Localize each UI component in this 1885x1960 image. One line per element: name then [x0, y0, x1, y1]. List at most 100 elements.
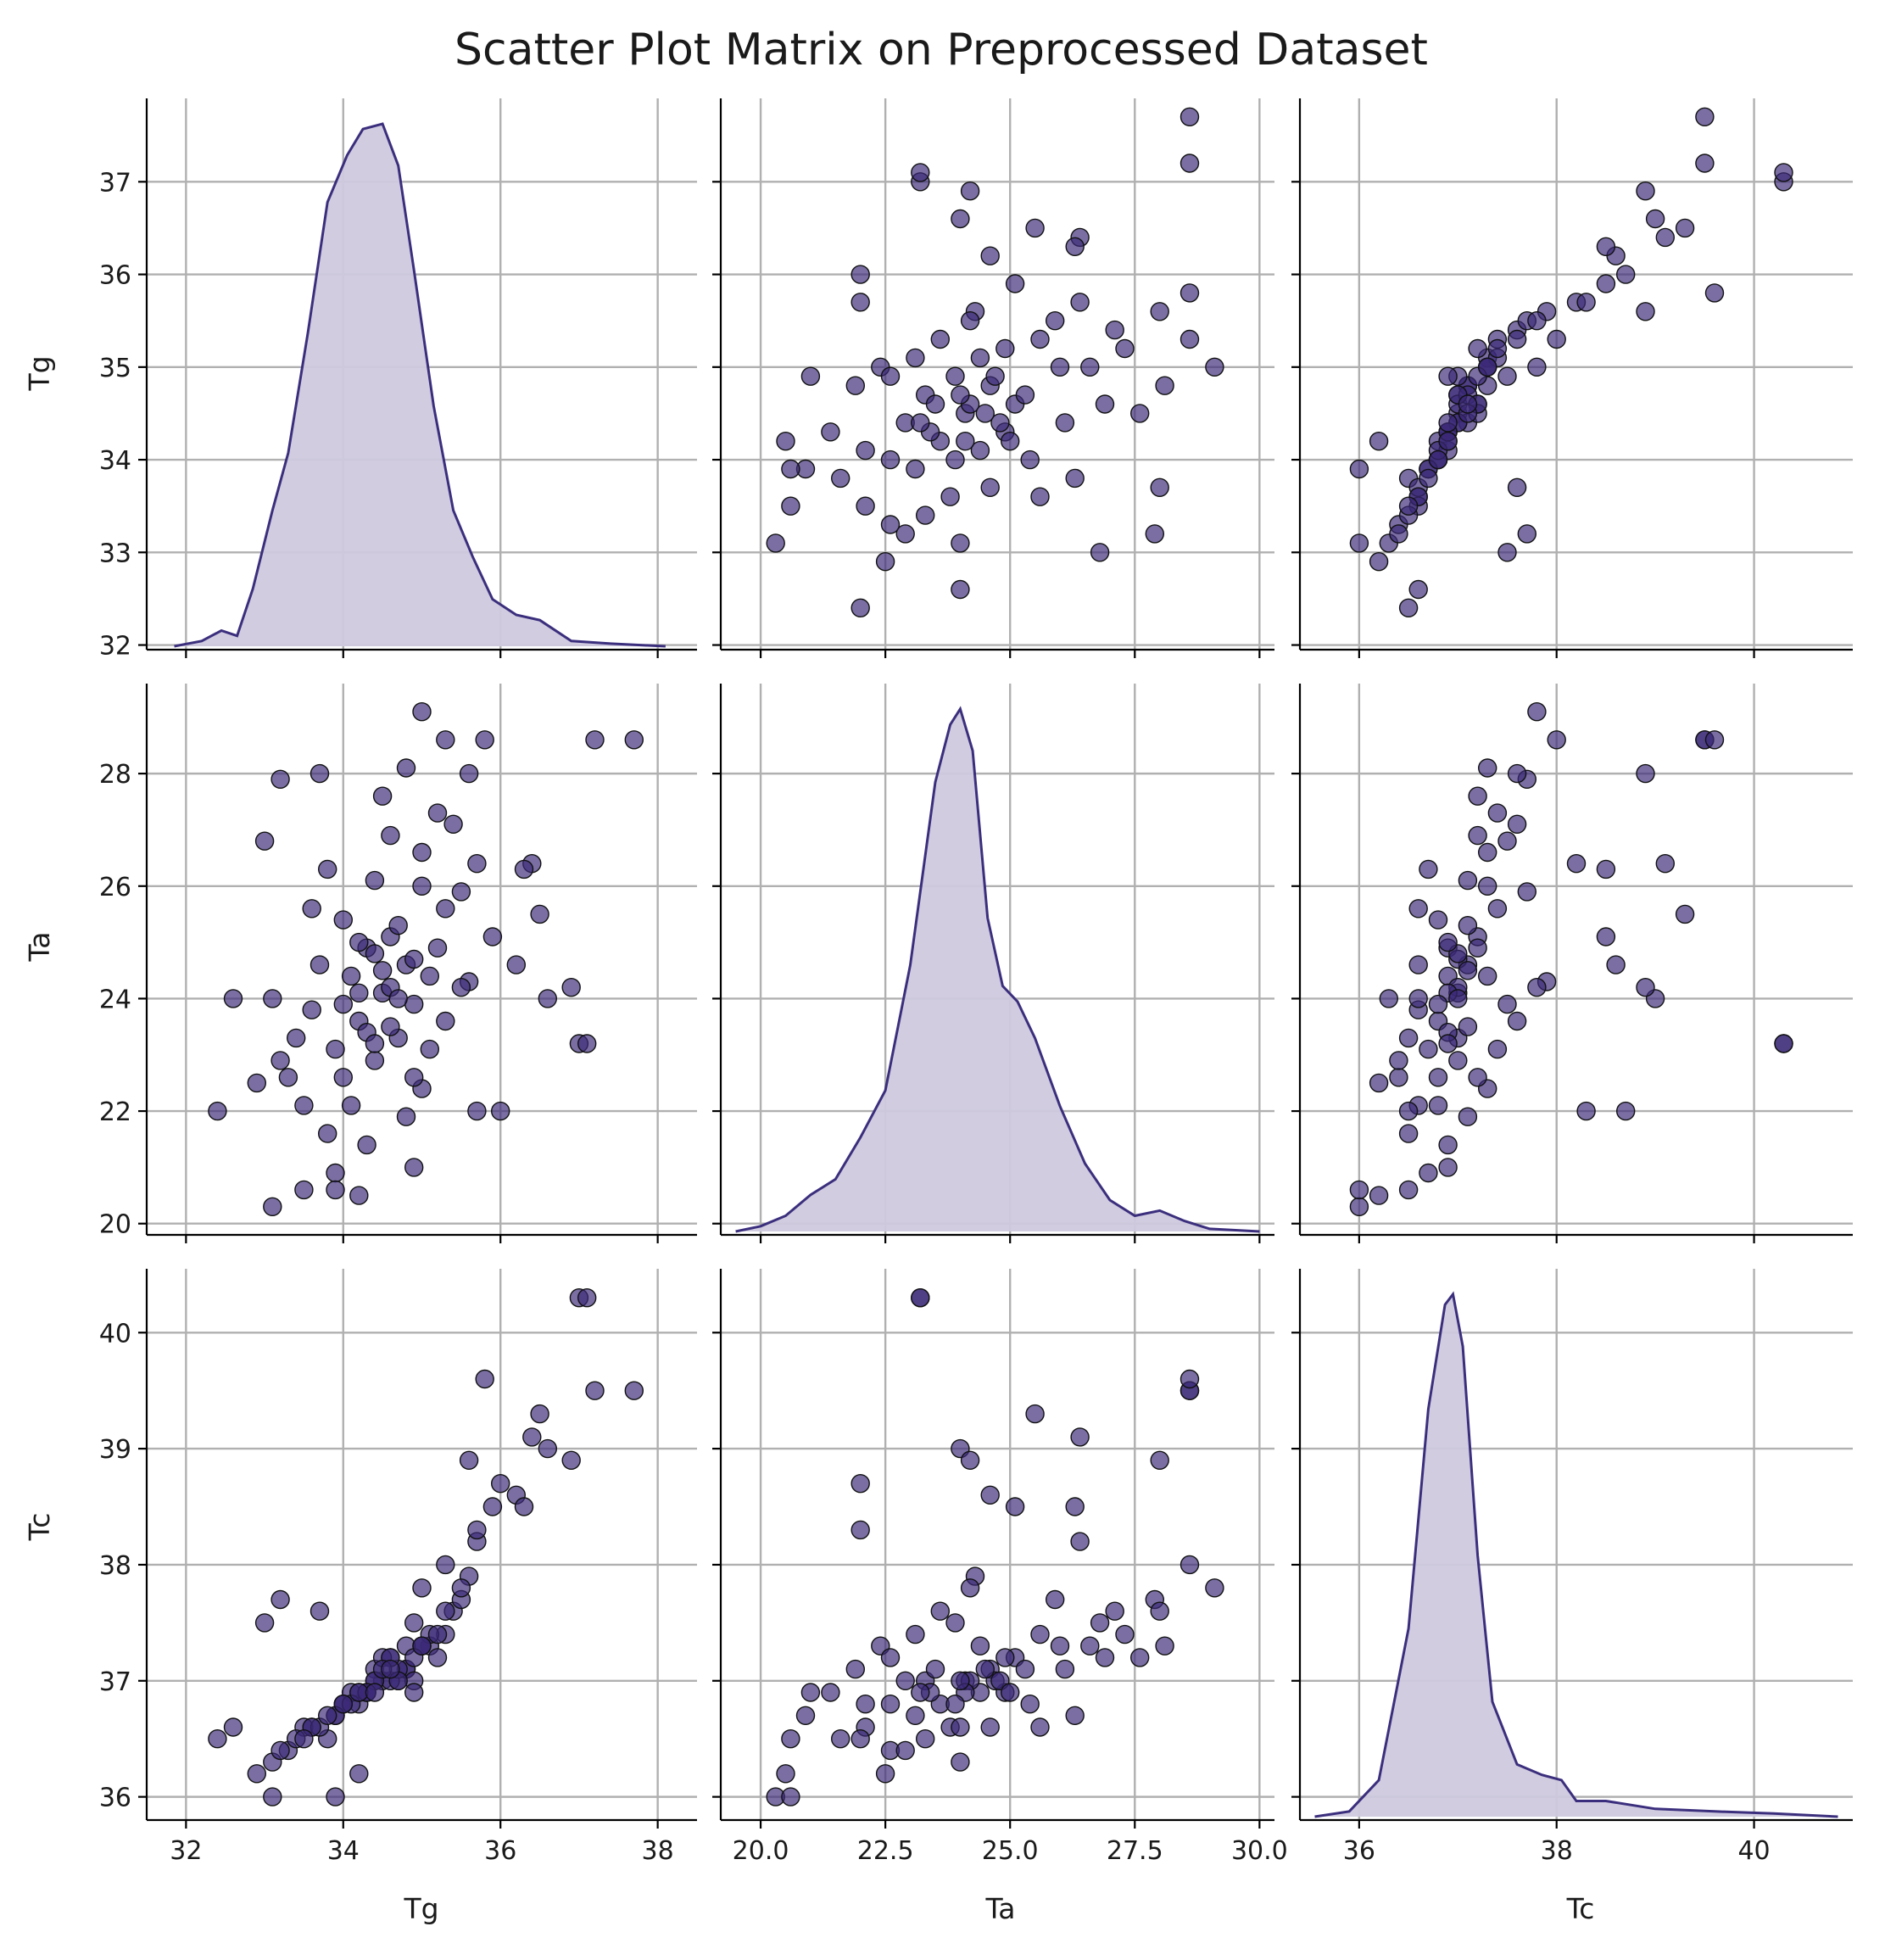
scatter-point [381, 825, 400, 846]
scatter-point [1398, 1101, 1419, 1121]
scatter-point [856, 496, 875, 516]
panel-ta-vs-tg: 20 22 24 26 28 [99, 684, 697, 1243]
scatter-point [850, 1728, 870, 1749]
x-tick-label: 38 [1541, 1836, 1573, 1866]
scatter-point [880, 450, 901, 470]
scatter-point [577, 1034, 597, 1053]
scatter-point [956, 432, 975, 451]
x-tick-label: 36 [1343, 1836, 1375, 1866]
scatter-point [1030, 1717, 1050, 1737]
scatter-point [223, 1717, 243, 1737]
scatter-point [412, 1636, 432, 1656]
scatter-point [436, 730, 455, 750]
scatter-point [475, 1369, 494, 1389]
scatter-point [1468, 786, 1487, 806]
scatter-point [781, 1728, 800, 1749]
scatter-point [960, 181, 980, 201]
scatter-point [365, 1034, 385, 1053]
scatter-point [278, 1068, 298, 1087]
scatter-point [1030, 1624, 1050, 1645]
scatter-point [906, 348, 925, 368]
scatter-point [349, 1683, 369, 1702]
y-tick-label: 38 [99, 1551, 131, 1581]
scatter-point [1487, 899, 1508, 919]
y-tick-label: 35 [99, 354, 131, 383]
scatter-point [333, 1068, 353, 1087]
y-tick-label: 39 [99, 1435, 131, 1465]
scatter-point [951, 385, 970, 405]
scatter-point [1419, 468, 1438, 489]
scatter-point [945, 450, 965, 470]
scatter-point [975, 1659, 995, 1679]
x-tick-label: 32 [170, 1836, 202, 1866]
scatter-point [930, 1601, 951, 1621]
panel-tg-vs-ta [712, 98, 1274, 658]
scatter-point [349, 983, 369, 1003]
scatter-point [1050, 357, 1070, 377]
y-axis-label-tc: Tc [23, 1513, 56, 1542]
x-tick-label: 25.0 [982, 1836, 1039, 1866]
scatter-point [1487, 803, 1508, 823]
scatter-point [333, 1694, 353, 1714]
scatter-point [906, 1624, 925, 1645]
scatter-point [1369, 1073, 1389, 1093]
scatter-point [1055, 413, 1075, 433]
scatter-point [1349, 1197, 1369, 1217]
scatter-point [482, 1497, 503, 1516]
scatter-point [990, 413, 1010, 433]
scatter-point [404, 1683, 424, 1702]
y-tick-label: 33 [99, 539, 131, 568]
scatter-point [436, 1011, 455, 1031]
scatter-point [1477, 758, 1497, 778]
scatter-point [925, 394, 945, 414]
scatter-point [1180, 1369, 1200, 1389]
scatter-point [1507, 1011, 1527, 1031]
scatter-point [1005, 274, 1025, 293]
scatter-point [333, 910, 353, 930]
y-tick-label: 36 [99, 1784, 131, 1813]
scatter-point [1636, 763, 1655, 784]
scatter-point [1468, 938, 1487, 958]
x-axis-label-tc: Tc [1566, 1892, 1595, 1925]
scatter-point [1507, 329, 1527, 349]
scatter-point [880, 1694, 901, 1714]
scatter-point [1065, 468, 1085, 489]
scatter-point [1090, 543, 1110, 562]
scatter-point [1428, 450, 1448, 470]
scatter-point [491, 1101, 510, 1121]
scatter-point [781, 1787, 800, 1806]
x-tick-label: 36 [484, 1836, 516, 1866]
scatter-point [1180, 1555, 1200, 1575]
scatter-point [1398, 1028, 1419, 1048]
scatter-point [302, 1000, 321, 1019]
scatter-point [365, 1683, 385, 1702]
scatter-point [1448, 989, 1468, 1008]
scatter-point [925, 1659, 945, 1679]
scatter-point [906, 459, 925, 479]
scatter-point [850, 293, 870, 312]
scatter-point [1636, 977, 1655, 997]
scatter-point [766, 533, 785, 553]
scatter-point [1477, 357, 1497, 377]
scatter-point [831, 1728, 850, 1749]
scatter-point [1704, 283, 1725, 303]
scatter-point [1398, 598, 1419, 617]
y-tick-label: 28 [99, 760, 131, 790]
scatter-point [1369, 432, 1389, 451]
scatter-point [427, 1624, 448, 1645]
scatter-point [1615, 1101, 1636, 1121]
scatter-point [396, 758, 416, 778]
scatter-point [436, 1555, 455, 1575]
scatter-point [1115, 338, 1135, 359]
scatter-point [856, 1694, 875, 1714]
scatter-point [1205, 357, 1224, 377]
panel-grid: 32 33 34 35 36 37 20 22 24 26 28 32 34 36 38 36 37 38 39 40… [99, 98, 1853, 1866]
scatter-point [294, 1096, 314, 1115]
scatter-point [1547, 730, 1566, 750]
kde-curve-tg [174, 122, 666, 648]
scatter-point [1576, 1101, 1596, 1121]
y-tick-label: 37 [99, 1667, 131, 1697]
scatter-point [951, 209, 970, 229]
scatter-point [1704, 730, 1725, 750]
scatter-point [1507, 814, 1527, 834]
